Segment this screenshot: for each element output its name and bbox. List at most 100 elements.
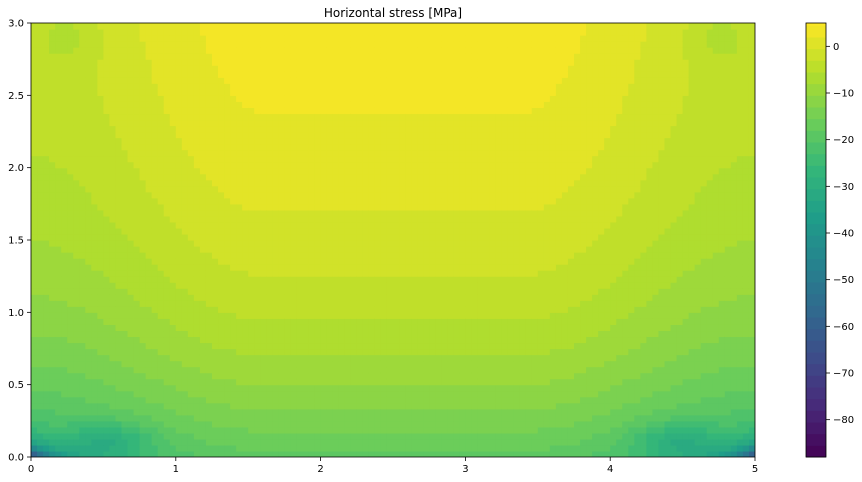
- field-cell: [236, 270, 243, 277]
- field-cell: [423, 125, 430, 133]
- field-cell: [314, 227, 322, 235]
- field-cell: [133, 396, 141, 404]
- field-cell: [193, 276, 201, 283]
- field-cell: [145, 246, 153, 253]
- field-cell: [187, 240, 195, 247]
- field-cell: [266, 348, 273, 356]
- field-cell: [169, 209, 177, 217]
- field-cell: [103, 77, 111, 84]
- field-cell: [393, 107, 400, 115]
- field-cell: [97, 426, 104, 434]
- field-cell: [393, 306, 400, 313]
- field-cell: [157, 173, 165, 181]
- field-cell: [356, 143, 364, 151]
- field-cell: [272, 360, 279, 368]
- field-cell: [266, 65, 273, 72]
- field-cell: [405, 233, 412, 241]
- field-cell: [405, 59, 412, 66]
- field-cell: [61, 29, 68, 36]
- field-cell: [429, 360, 436, 368]
- field-cell: [199, 420, 207, 428]
- field-cell: [435, 414, 442, 422]
- field-cell: [362, 258, 370, 265]
- field-cell: [338, 414, 346, 422]
- field-cell: [411, 41, 418, 48]
- field-cell: [278, 89, 285, 96]
- field-cell: [145, 264, 153, 271]
- field-cell: [157, 258, 165, 265]
- field-cell: [362, 113, 370, 121]
- field-cell: [441, 414, 448, 422]
- field-cell: [91, 342, 98, 350]
- field-cell: [127, 384, 135, 392]
- field-cell: [411, 246, 418, 253]
- field-cell: [272, 372, 279, 380]
- field-cell: [103, 101, 111, 108]
- field-cell: [199, 53, 207, 60]
- field-cell: [290, 95, 298, 102]
- field-cell: [399, 47, 406, 54]
- field-cell: [109, 444, 117, 452]
- field-cell: [145, 438, 153, 446]
- field-cell: [31, 83, 38, 90]
- field-cell: [236, 342, 243, 350]
- field-cell: [205, 258, 213, 265]
- field-cell: [187, 414, 195, 422]
- field-cell: [205, 252, 213, 259]
- field-cell: [31, 47, 38, 54]
- field-cell: [362, 270, 370, 277]
- field-cell: [187, 360, 195, 368]
- field-cell: [175, 276, 183, 283]
- field-cell: [109, 209, 117, 217]
- field-cell: [254, 95, 261, 102]
- field-cell: [362, 23, 370, 30]
- field-cell: [393, 197, 400, 205]
- field-cell: [435, 71, 442, 78]
- field-cell: [290, 246, 298, 253]
- field-cell: [236, 137, 243, 145]
- field-cell: [218, 426, 225, 434]
- field-cell: [441, 336, 448, 344]
- field-cell: [109, 113, 117, 121]
- field-cell: [399, 366, 406, 374]
- field-cell: [272, 221, 279, 229]
- field-cell: [230, 420, 237, 428]
- field-cell: [254, 203, 261, 211]
- field-cell: [423, 288, 430, 295]
- field-cell: [181, 197, 189, 205]
- field-cell: [417, 71, 424, 78]
- field-cell: [43, 29, 50, 36]
- field-cell: [115, 378, 123, 386]
- field-cell: [85, 354, 92, 362]
- field-cell: [127, 173, 135, 181]
- field-cell: [163, 276, 171, 283]
- field-cell: [97, 330, 104, 338]
- field-cell: [296, 65, 304, 72]
- field-cell: [236, 143, 243, 151]
- field-cell: [85, 408, 92, 416]
- field-cell: [411, 354, 418, 362]
- field-cell: [218, 378, 225, 386]
- field-cell: [320, 330, 328, 338]
- field-cell: [85, 240, 92, 247]
- field-cell: [417, 65, 424, 72]
- field-cell: [314, 366, 322, 374]
- field-cell: [399, 432, 406, 440]
- field-cell: [37, 71, 44, 78]
- field-cell: [441, 372, 448, 380]
- field-cell: [157, 264, 165, 271]
- field-cell: [290, 137, 298, 145]
- field-cell: [399, 65, 406, 72]
- field-cell: [332, 372, 340, 380]
- field-cell: [31, 300, 38, 307]
- field-cell: [139, 390, 147, 398]
- field-cell: [91, 41, 98, 48]
- field-cell: [368, 408, 376, 416]
- field-cell: [302, 71, 310, 78]
- field-cell: [236, 288, 243, 295]
- field-cell: [405, 426, 412, 434]
- field-cell: [248, 131, 255, 139]
- field-cell: [260, 173, 267, 181]
- field-cell: [37, 426, 44, 434]
